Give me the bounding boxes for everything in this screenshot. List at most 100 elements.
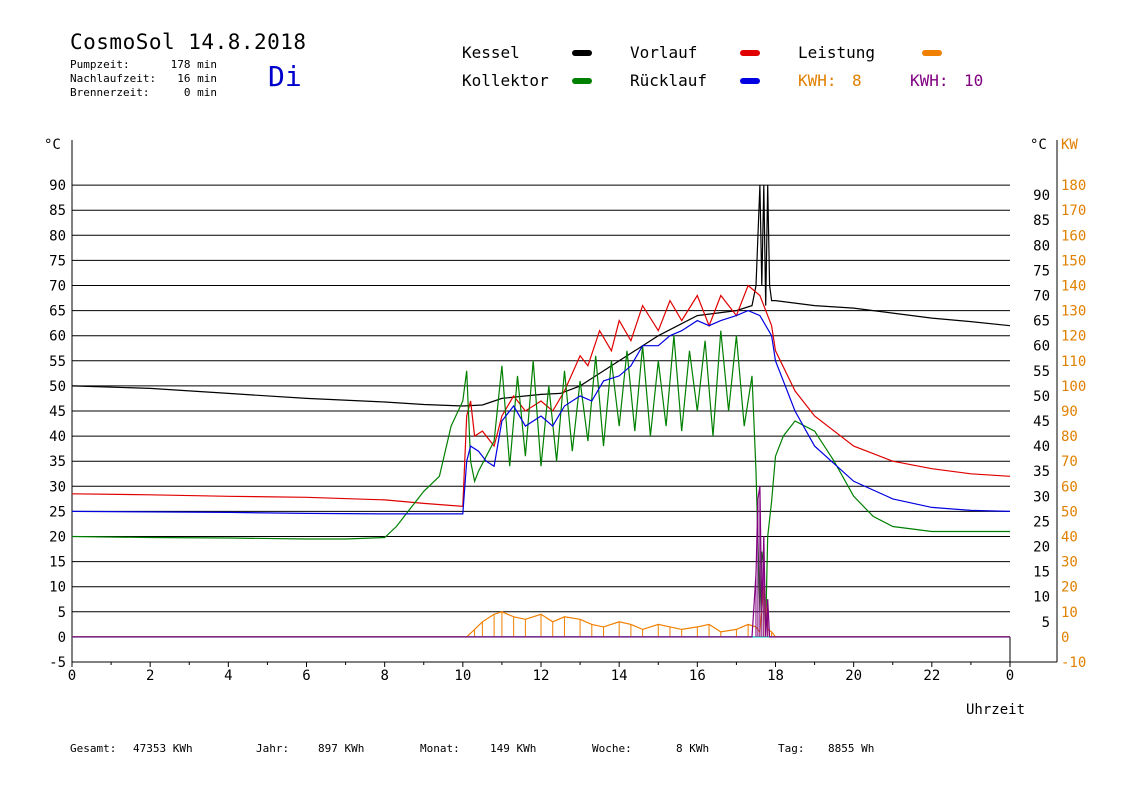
y-tick-right-temp: 90 — [1033, 188, 1050, 204]
kwh-purple-value: 10 — [964, 71, 984, 90]
series-line-2 — [71, 330, 1010, 627]
y-tick-left: 10 — [49, 580, 66, 596]
y-tick-right-temp: 70 — [1033, 289, 1050, 305]
footer-jahr-label: Jahr: — [256, 742, 290, 755]
y-tick-left: 30 — [49, 479, 66, 495]
y-tick-left: 85 — [49, 203, 66, 219]
y-tick-right-temp: 40 — [1033, 439, 1050, 455]
y-tick-left: 50 — [49, 379, 66, 395]
x-tick-label: 0 — [68, 668, 76, 684]
footer-gesamt-label: Gesamt: — [70, 742, 117, 755]
x-tick-label: 22 — [923, 668, 940, 684]
x-tick-label: 10 — [454, 668, 471, 684]
series-line-0 — [71, 185, 1011, 407]
y-tick-right-kw: 10 — [1061, 605, 1078, 621]
y-tick-right-kw: 170 — [1061, 203, 1086, 219]
kwh-orange-value: 8 — [852, 71, 862, 90]
footer-woche-value: 8 KWh — [676, 742, 710, 755]
y-tick-left: 65 — [49, 304, 66, 320]
y-tick-right-temp: 65 — [1033, 314, 1050, 330]
y-tick-right-kw: 0 — [1061, 630, 1069, 646]
stat-nachlaufzeit-value: 16 min — [177, 72, 217, 85]
y-tick-left: 60 — [49, 329, 66, 345]
x-axis-label: Uhrzeit — [966, 702, 1025, 718]
y-tick-right-kw: 30 — [1061, 555, 1078, 571]
y-tick-left: 0 — [58, 630, 66, 646]
weekday-label: Di — [268, 60, 302, 93]
y-tick-right-kw: 110 — [1061, 354, 1086, 370]
y-tick-right-kw: 90 — [1061, 404, 1078, 420]
legend-leistung-label: Leistung — [798, 43, 876, 62]
y-tick-left: 80 — [49, 228, 66, 244]
y-tick-left: 90 — [49, 178, 66, 194]
kwh-orange-label: KWH: — [798, 71, 837, 90]
y-tick-right-temp: 15 — [1033, 565, 1050, 581]
legend-kollektor-label: Kollektor — [462, 71, 549, 90]
x-tick-label: 14 — [611, 668, 628, 684]
stat-brennerzeit-label: Brennerzeit: — [70, 86, 150, 99]
stat-pumpzeit-label: Pumpzeit: — [70, 58, 130, 71]
y-tick-right-temp: 75 — [1033, 263, 1050, 279]
y-tick-right-temp: 60 — [1033, 339, 1050, 355]
legend-vorlauf-swatch — [740, 50, 760, 56]
stat-pumpzeit-value: 178 min — [170, 58, 217, 71]
kwh-purple-label: KWH: — [910, 71, 949, 90]
stat-nachlaufzeit-label: Nachlaufzeit: — [70, 72, 157, 85]
y-tick-right-temp: 45 — [1033, 414, 1050, 430]
x-tick-label: 6 — [302, 668, 310, 684]
x-tick-label: 8 — [380, 668, 388, 684]
y-tick-right-kw: 150 — [1061, 253, 1086, 269]
y-tick-right-kw: 80 — [1061, 429, 1078, 445]
y-tick-right-temp: 80 — [1033, 238, 1050, 254]
y-tick-right-kw: 100 — [1061, 379, 1086, 395]
legend-vorlauf-label: Vorlauf — [630, 43, 698, 62]
y-tick-right-kw: 180 — [1061, 178, 1086, 194]
y-tick-left: 70 — [49, 279, 66, 295]
y-tick-right-kw: 70 — [1061, 454, 1078, 470]
y-tick-right-temp: 85 — [1033, 213, 1050, 229]
footer-monat-value: 149 KWh — [490, 742, 537, 755]
footer-jahr-value: 897 KWh — [318, 742, 365, 755]
legend-ruecklauf-label: Rücklauf — [630, 71, 708, 90]
y-tick-right-kw: 120 — [1061, 329, 1086, 345]
legend-kessel-label: Kessel — [462, 43, 520, 62]
x-tick-label: 16 — [689, 668, 706, 684]
x-tick-label: 12 — [533, 668, 550, 684]
y-tick-right-temp: 50 — [1033, 389, 1050, 405]
y-tick-left: 55 — [49, 354, 66, 370]
y-tick-right-kw: 20 — [1061, 580, 1078, 596]
y-tick-left: 15 — [49, 555, 66, 571]
y-tick-right-temp: 30 — [1033, 489, 1050, 505]
footer-tag-value: 8855 Wh — [828, 742, 875, 755]
series-line-3 — [71, 309, 1011, 515]
y-tick-right-temp: 5 — [1042, 615, 1050, 631]
y-tick-left: 75 — [49, 253, 66, 269]
y-axis-unit-kw: KW — [1061, 137, 1078, 153]
y-tick-right-temp: 55 — [1033, 364, 1050, 380]
footer-woche-label: Woche: — [592, 742, 632, 755]
legend-leistung-swatch — [922, 50, 942, 56]
y-tick-right-kw: 140 — [1061, 279, 1086, 295]
y-tick-right-temp: 25 — [1033, 514, 1050, 530]
y-tick-right-kw: 60 — [1061, 479, 1078, 495]
x-tick-label: 18 — [767, 668, 784, 684]
y-tick-right-temp: 20 — [1033, 540, 1050, 556]
y-tick-right-temp: 10 — [1033, 590, 1050, 606]
y-tick-right-kw: 40 — [1061, 530, 1078, 546]
y-axis-unit-left: °C — [44, 137, 61, 153]
stat-brennerzeit-value: 0 min — [183, 86, 217, 99]
legend-kessel-swatch — [572, 50, 592, 56]
y-tick-right-kw: 130 — [1061, 304, 1086, 320]
y-tick-left: 40 — [49, 429, 66, 445]
y-tick-right-kw: 160 — [1061, 228, 1086, 244]
y-tick-right-temp: 35 — [1033, 464, 1050, 480]
y-tick-left: 35 — [49, 454, 66, 470]
y-tick-left: 20 — [49, 530, 66, 546]
x-tick-label: 4 — [224, 668, 232, 684]
legend-ruecklauf-swatch — [740, 78, 760, 84]
x-tick-label: 0 — [1006, 668, 1014, 684]
series-line-1 — [71, 284, 1011, 508]
legend-kollektor-swatch — [572, 78, 592, 84]
x-tick-label: 20 — [845, 668, 862, 684]
